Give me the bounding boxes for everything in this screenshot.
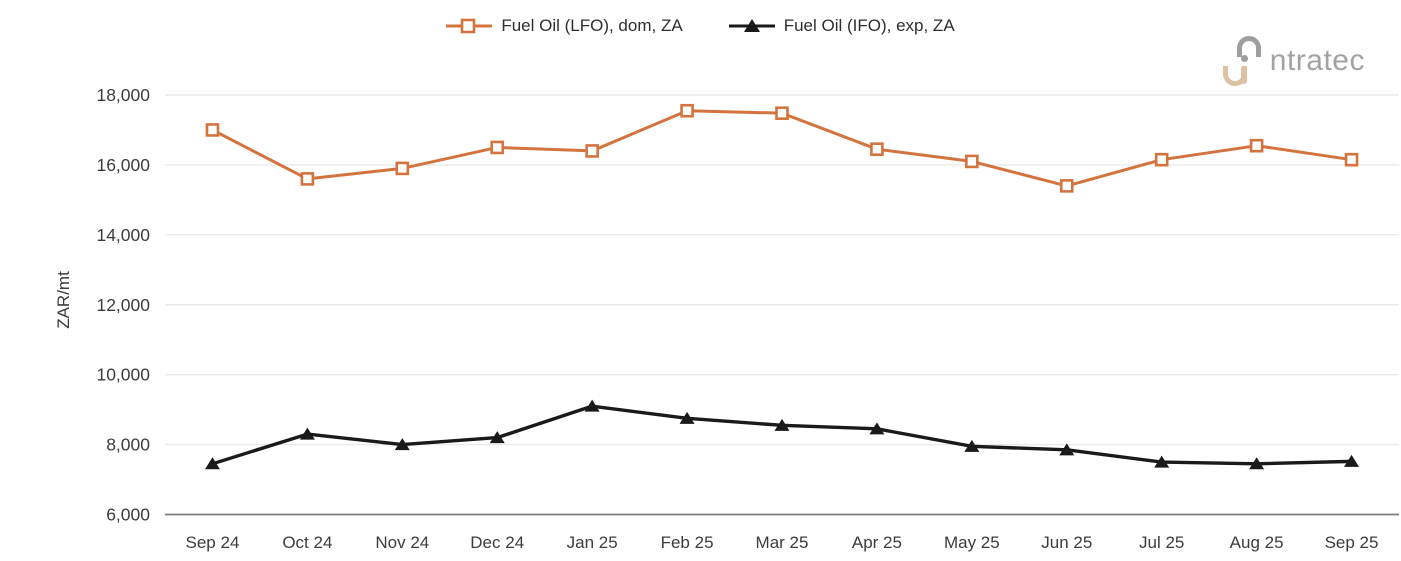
data-point-triangle [1249,457,1265,470]
intratec-logo: ntratec [1222,36,1365,86]
chart-legend: Fuel Oil (LFO), dom, ZA Fuel Oil (IFO), … [0,16,1401,36]
x-tick-label: Jan 25 [567,533,618,552]
data-point-square [300,172,315,186]
x-tick-label: Sep 24 [186,533,240,552]
data-point-square [395,161,410,176]
data-point-triangle [964,439,980,452]
data-point-triangle [774,418,790,431]
logo-brand-text: ntratec [1269,44,1365,77]
x-tick-label: May 25 [944,533,1000,552]
data-point-triangle [489,431,505,444]
data-point-square [775,106,789,120]
data-point-square [1344,152,1359,167]
logo-i-dot [1240,55,1248,62]
data-point-square [490,140,505,155]
data-point-square [680,103,694,118]
data-point-triangle [584,399,600,412]
data-point-triangle [394,438,410,451]
logo-gray-arc [1236,36,1261,57]
data-point-square [1059,179,1074,193]
legend-label-ifo: Fuel Oil (IFO), exp, ZA [783,16,955,35]
data-point-square [1249,138,1264,153]
x-tick-label: Apr 25 [852,533,902,552]
x-tick-label: Feb 25 [661,533,714,552]
data-point-square [205,123,220,137]
intratec-logo-icon [1222,36,1265,86]
x-tick-label: Sep 25 [1325,533,1379,552]
series-line-ifo [211,404,1352,466]
legend-label-lfo: Fuel Oil (LFO), dom, ZA [501,16,683,35]
data-point-square [870,142,884,156]
x-tick-label: Dec 24 [470,533,524,552]
y-tick-label: 16,000 [96,155,150,175]
data-point-triangle [204,457,220,470]
x-tick-label: Jul 25 [1139,533,1184,552]
legend-marker-square-icon [446,18,493,34]
y-tick-label: 6,000 [106,505,150,525]
x-tick-label: Mar 25 [756,533,809,552]
data-point-triangle [869,422,885,435]
data-point-square [585,144,599,158]
y-tick-label: 14,000 [96,225,150,245]
y-tick-label: 8,000 [106,435,150,455]
logo-i-stem [1240,66,1247,84]
y-tick-label: 10,000 [96,365,150,385]
data-point-triangle [1059,443,1075,456]
x-tick-label: Oct 24 [282,533,332,552]
data-point-square [1154,152,1169,167]
data-point-triangle [1154,455,1170,468]
legend-marker-triangle-icon [728,19,775,32]
data-point-triangle [679,411,695,424]
data-point-square [965,154,979,169]
series-line-lfo [211,109,1352,188]
data-point-triangle [299,427,315,440]
data-point-triangle [1344,454,1360,467]
y-tick-label: 18,000 [96,85,150,105]
y-tick-label: 12,000 [96,295,150,315]
legend-item-ifo[interactable]: Fuel Oil (IFO), exp, ZA [728,16,955,36]
legend-item-lfo[interactable]: Fuel Oil (LFO), dom, ZA [446,16,683,36]
x-tick-label: Jun 25 [1041,533,1092,552]
x-tick-label: Nov 24 [375,533,429,552]
x-tick-label: Aug 25 [1230,533,1284,552]
